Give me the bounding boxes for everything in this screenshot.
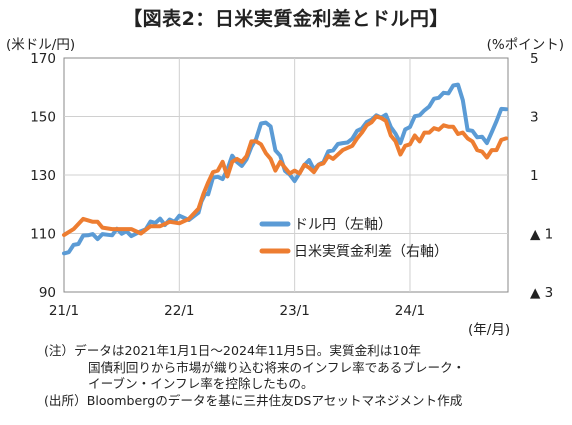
left-tick-label: 130 [30, 168, 56, 184]
note-line-2: 国債利回りから市場が織り込む将来のインフレ率であるブレーク・ [88, 359, 466, 375]
real-rate-spread-series-line [62, 114, 509, 237]
x-axis-unit: (年/月) [468, 322, 511, 338]
right-tick-label: 1 [530, 168, 539, 184]
right-tick-label: ▲ 3 [530, 285, 553, 301]
left-tick-label: 150 [30, 110, 56, 126]
legend-label-usdjpy: ドル円（左軸） [294, 217, 392, 233]
right-tick-label: 5 [530, 51, 539, 67]
note-line-3: イーブン・インフレ率を控除したもの。 [88, 376, 314, 391]
note-line-1: (注）データは2021年1月1日～2024年11月5日。実質金利は10年 [44, 343, 421, 358]
left-tick-label: 170 [30, 51, 56, 67]
right-tick-label: ▲ 1 [530, 227, 553, 243]
x-tick-label: 23/1 [279, 303, 309, 319]
left-axis-unit: (米ドル/円) [6, 37, 76, 53]
notes-block: (注）データは2021年1月1日～2024年11月5日。実質金利は10年 国債利… [44, 343, 544, 409]
left-tick-label: 110 [30, 227, 56, 243]
note-line-source: (出所）Bloombergのデータを基に三井住友DSアセットマネジメント作成 [44, 392, 463, 408]
legend-label-spread: 日米実質金利差（右軸） [294, 244, 448, 260]
x-tick-label: 24/1 [395, 303, 425, 319]
right-tick-label: 3 [530, 110, 539, 126]
chart-title: 【図表2：日米実質金利差とドル円】 [123, 8, 449, 30]
x-tick-label: 21/1 [49, 303, 79, 319]
left-tick-label: 90 [39, 285, 56, 301]
x-tick-label: 22/1 [164, 303, 194, 319]
right-axis-unit: (%ポイント) [486, 37, 564, 53]
